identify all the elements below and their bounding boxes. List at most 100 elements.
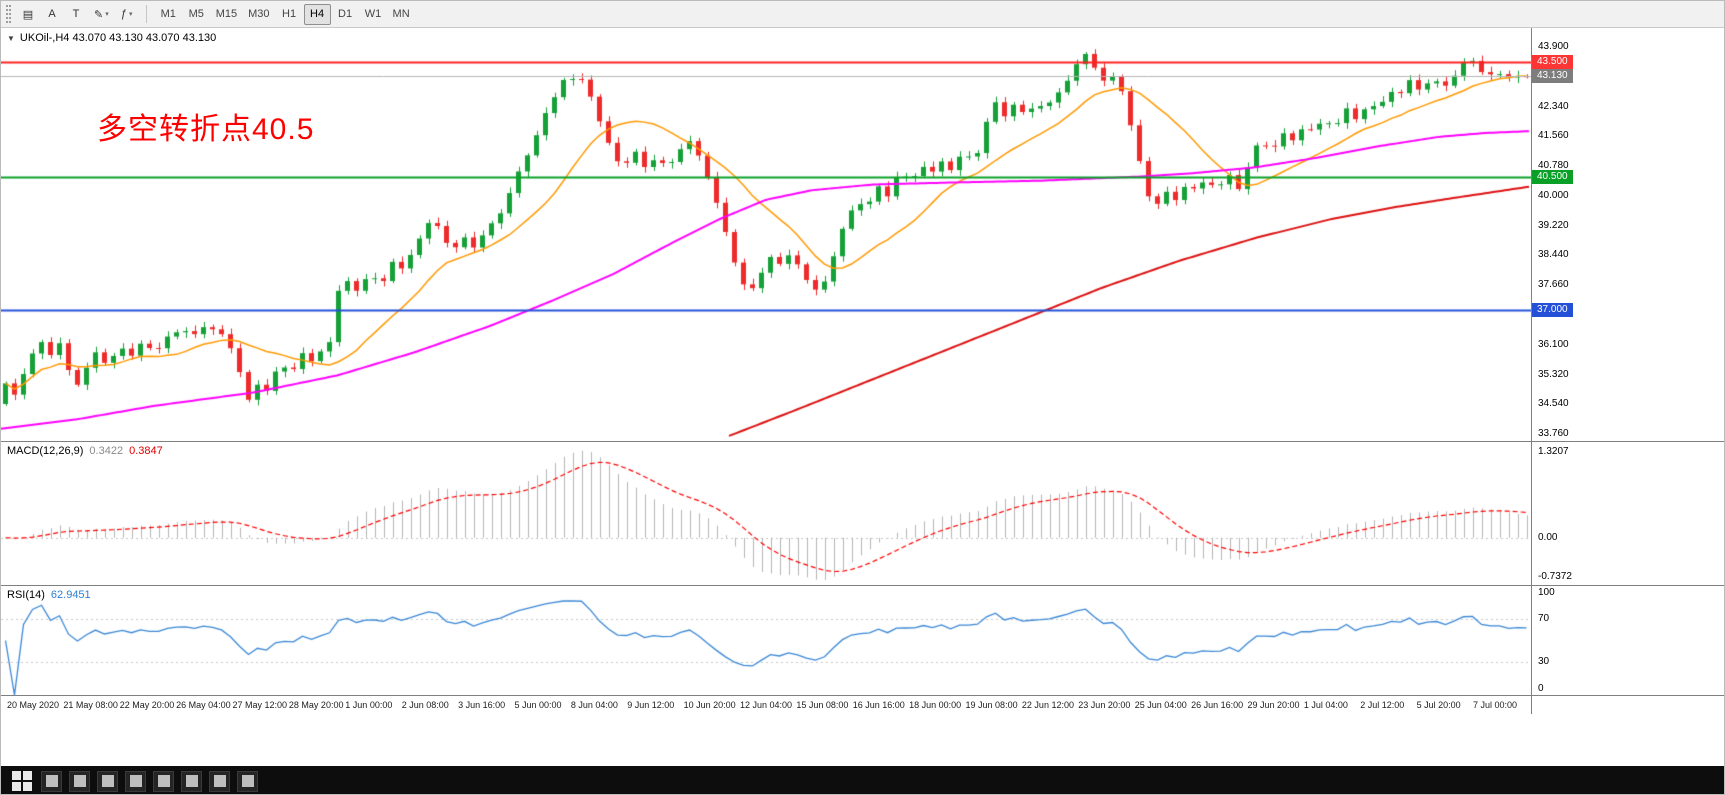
start-logo-pane [23, 771, 32, 780]
macd-signal-value: 0.3847 [129, 445, 163, 457]
timeframe-mn-button[interactable]: MN [388, 4, 415, 25]
macd-zero-tick-label: 0.00 [1538, 531, 1558, 543]
time-tick-label: 16 Jun 16:00 [852, 700, 905, 710]
rsi-panel: RSI(14) 62.9451 100 70 30 0 [1, 586, 1724, 695]
time-tick-label: 23 Jun 20:00 [1078, 700, 1131, 710]
taskbar-app-icon-glyph [241, 775, 254, 787]
timeframe-m1-button[interactable]: M1 [155, 4, 182, 25]
timeframe-h4-button[interactable]: H4 [303, 3, 331, 25]
toolbar-drag-handle[interactable] [6, 5, 11, 23]
macd-top-tick-label: 1.3207 [1538, 446, 1569, 457]
indicators-dropdown-glyph: ƒ [120, 8, 128, 20]
macd-label: MACD(12,26,9) [7, 445, 84, 457]
rsi-header: RSI(14) 62.9451 [7, 589, 91, 601]
cursor-tool-button-glyph: A [48, 8, 56, 20]
timeframe-m15-button[interactable]: M15 [211, 4, 242, 25]
rsi-tick-label: 0 [1538, 683, 1544, 694]
time-tick-label: 10 Jun 20:00 [683, 700, 736, 710]
macd-header: MACD(12,26,9) 0.3422 0.3847 [7, 445, 163, 457]
time-tick-label: 1 Jun 00:00 [345, 700, 393, 710]
price-tick-label: 35.320 [1538, 368, 1569, 380]
time-tick-label: 7 Jul 00:00 [1473, 700, 1518, 710]
taskbar [1, 766, 1724, 794]
time-tick-label: 26 Jun 16:00 [1191, 700, 1244, 710]
taskbar-app-icon[interactable] [237, 770, 258, 792]
time-tick-label: 5 Jul 20:00 [1416, 700, 1461, 710]
price-tick-label: 39.220 [1538, 219, 1569, 231]
rsi-tick-label: 30 [1538, 656, 1550, 668]
price-tick-label: 43.900 [1538, 41, 1569, 53]
time-tick-label: 21 May 08:00 [63, 700, 118, 710]
start-button[interactable] [10, 769, 34, 793]
taskbar-app-icon[interactable] [209, 770, 230, 792]
taskbar-app-icon-glyph [45, 775, 58, 787]
price-tick-label: 42.340 [1538, 100, 1569, 112]
rsi-canvas[interactable] [1, 586, 1531, 695]
axis-border-line [1531, 28, 1532, 714]
time-tick-label: 20 May 2020 [7, 700, 60, 710]
toolbar: ▤ A T ✎ ▾ ƒ ▾ M1 M5 M15 M30 H1 H4 D1 W1 MN [1, 1, 1724, 28]
time-axis[interactable]: 20 May 2020 21 May 08:00 22 May 20:00 26 Ma… [1, 696, 1724, 714]
chart-area: ▼ UKOil-,H4 43.070 43.130 43.070 43.130 … [1, 28, 1724, 714]
indicators-dropdown[interactable]: ƒ ▾ [116, 4, 138, 25]
price-tick-label: 38.440 [1538, 249, 1569, 261]
taskbar-app-icon[interactable] [181, 770, 202, 792]
panel-separator[interactable] [1, 441, 1724, 442]
draw-tools-dropdown[interactable]: ✎ ▾ [89, 4, 114, 25]
cursor-tool-button[interactable]: A [41, 4, 63, 25]
taskbar-app-icon[interactable] [125, 770, 146, 792]
support-line-price-badge: 37.000 [1532, 303, 1573, 318]
main-chart-canvas[interactable] [1, 28, 1531, 441]
taskbar-app-icon[interactable] [69, 770, 90, 792]
taskbar-icon-group [41, 770, 258, 792]
time-tick-label: 25 Jun 04:00 [1134, 700, 1187, 710]
price-scale[interactable]: 43.900 42.340 41.560 40.780 40.000 39.220 38.4… [1532, 28, 1724, 441]
time-tick-label: 27 May 12:00 [232, 700, 288, 710]
panel-separator[interactable] [1, 585, 1724, 586]
timeframe-w1-button[interactable]: W1 [360, 4, 387, 25]
taskbar-app-icon[interactable] [97, 770, 118, 792]
time-tick-label: 3 Jun 16:00 [458, 700, 506, 710]
rsi-tick-label: 100 [1538, 587, 1555, 598]
price-tick-label: 33.760 [1538, 428, 1569, 440]
chart-window-icon-button[interactable]: ▤ [17, 4, 39, 25]
start-logo-pane [23, 782, 32, 791]
macd-main-value: 0.3422 [89, 445, 124, 457]
dropdown-arrow-icon: ▾ [105, 11, 109, 18]
timeframe-d1-button[interactable]: D1 [332, 4, 359, 25]
tool-button-group: ▤ A T ✎ ▾ ƒ ▾ [17, 4, 138, 25]
support-line-price-badge: 40.500 [1532, 169, 1573, 184]
taskbar-app-icon[interactable] [41, 770, 62, 792]
time-tick-label: 26 May 04:00 [176, 700, 231, 710]
taskbar-app-icon[interactable] [153, 770, 174, 792]
text-tool-button[interactable]: T [65, 4, 87, 25]
time-tick-label: 8 Jun 04:00 [570, 700, 618, 710]
rsi-scale[interactable]: 100 70 30 0 [1532, 586, 1724, 695]
time-tick-label: 22 Jun 12:00 [1021, 700, 1074, 710]
price-tick-label: 41.560 [1538, 130, 1569, 142]
chart-header-text: UKOil-,H4 43.070 43.130 43.070 43.130 [19, 32, 217, 44]
timeframe-m5-button[interactable]: M5 [183, 4, 210, 25]
taskbar-app-icon-glyph [73, 775, 86, 787]
main-chart-panel: ▼ UKOil-,H4 43.070 43.130 43.070 43.130 … [1, 28, 1724, 441]
panel-separator [1, 695, 1724, 696]
start-logo-pane [12, 782, 21, 791]
timeframe-group: M1 M5 M15 M30 H1 H4 D1 W1 MN [155, 3, 415, 25]
chart-window-icon-button-glyph: ▤ [22, 8, 34, 21]
time-tick-label: 12 Jun 04:00 [740, 700, 793, 710]
dropdown-arrow-icon: ▾ [129, 11, 133, 18]
price-tick-label: 40.780 [1538, 160, 1569, 172]
current-price-line-price-badge: 43.130 [1532, 69, 1573, 84]
macd-scale[interactable]: 1.3207 0.00 -0.7372 [1532, 442, 1724, 585]
draw-tools-dropdown-glyph: ✎ [94, 8, 104, 21]
timeframe-m30-button[interactable]: M30 [243, 4, 274, 25]
taskbar-app-icon-glyph [101, 775, 114, 787]
rsi-tick-label: 70 [1538, 612, 1550, 624]
timeframe-h1-button[interactable]: H1 [276, 4, 303, 25]
annotation-text[interactable]: 多空转折点40.5 [97, 113, 315, 146]
time-tick-label: 19 Jun 08:00 [965, 700, 1018, 710]
macd-canvas[interactable] [1, 442, 1531, 585]
start-logo-pane [12, 771, 21, 780]
taskbar-app-icon-glyph [185, 775, 198, 787]
